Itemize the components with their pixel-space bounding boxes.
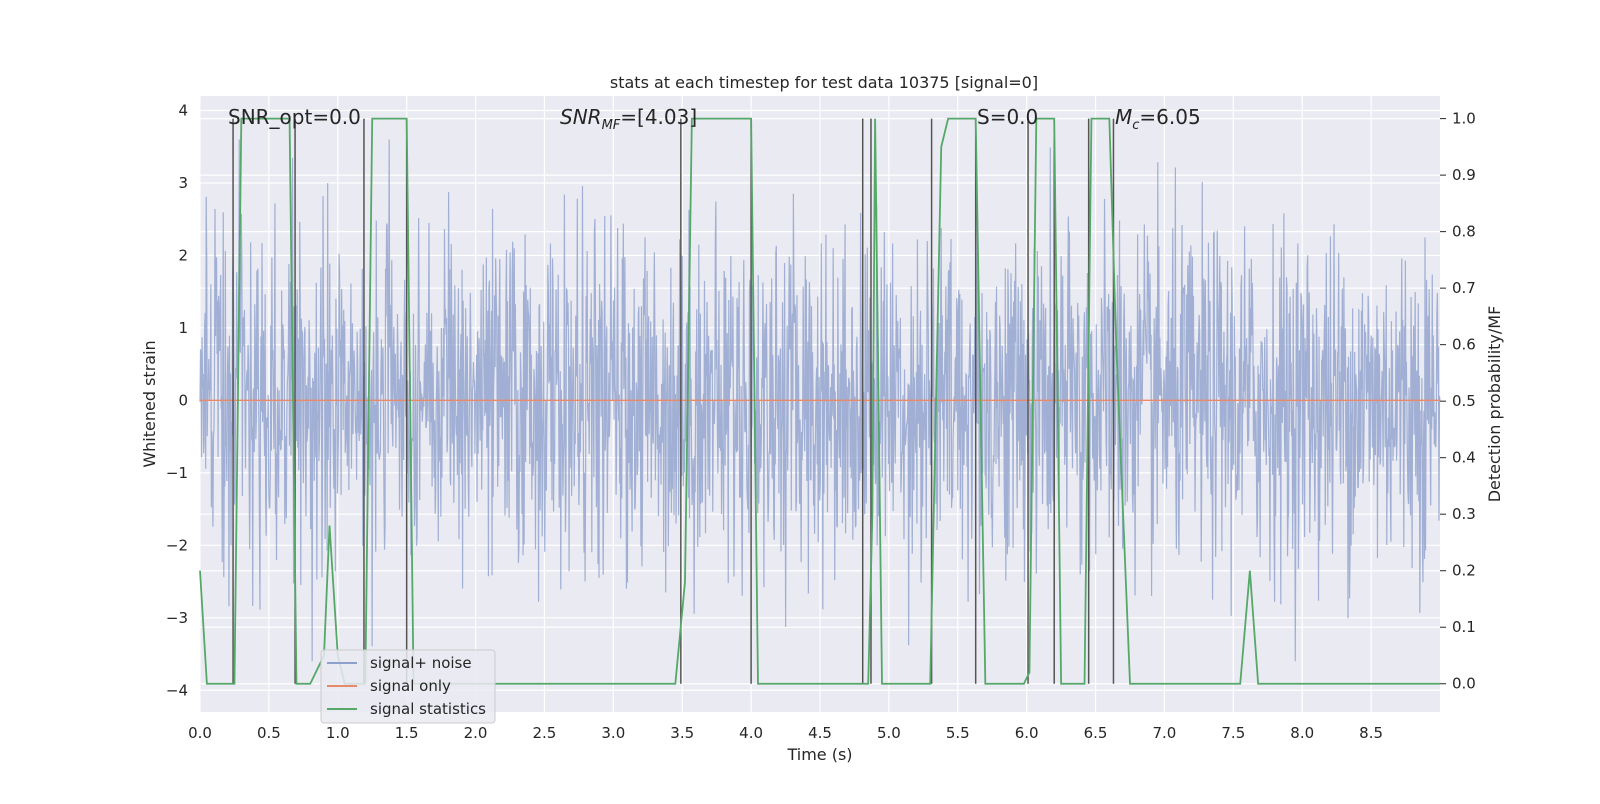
annotation-s: S=0.0 bbox=[977, 105, 1038, 129]
y2-tick-labels: 1.0 0.9 0.8 0.7 0.6 0.5 0.4 0.3 0.2 0.1 0.0 bbox=[1440, 110, 1476, 693]
y-tick-label: 2 bbox=[178, 246, 188, 264]
y2-tick-label: 0.4 bbox=[1452, 449, 1476, 467]
x-tick-labels: 0.0 0.5 1.0 1.5 2.0 2.5 3.0 3.5 4.0 4.5 5.0 5.5 6.0 6… bbox=[188, 724, 1383, 742]
annotation-snr-opt: SNR_opt=0.0 bbox=[228, 105, 361, 129]
x-tick-label: 6.5 bbox=[1084, 724, 1108, 742]
signal-statistics-series bbox=[199, 117, 1440, 685]
legend-label-signal-only: signal only bbox=[370, 677, 451, 695]
signal-statistics-line bbox=[199, 117, 1440, 685]
x-tick-label: 4.5 bbox=[808, 724, 832, 742]
y-tick-label: −2 bbox=[166, 536, 188, 554]
y2-tick-label: 0.6 bbox=[1452, 336, 1476, 354]
x-tick-label: 3.0 bbox=[601, 724, 625, 742]
x-tick-label: 1.0 bbox=[326, 724, 350, 742]
y-axis-label: Whitened strain bbox=[140, 340, 159, 467]
x-axis-label: Time (s) bbox=[786, 745, 852, 764]
x-tick-label: 0.0 bbox=[188, 724, 212, 742]
legend-label-signal-noise: signal+ noise bbox=[370, 654, 472, 672]
chart-title: stats at each timestep for test data 103… bbox=[610, 73, 1038, 92]
y-tick-label: 1 bbox=[178, 319, 188, 337]
y2-tick-label: 0.7 bbox=[1452, 279, 1476, 297]
x-tick-label: 7.5 bbox=[1221, 724, 1245, 742]
x-tick-label: 1.5 bbox=[395, 724, 419, 742]
x-tick-label: 4.0 bbox=[739, 724, 763, 742]
annotation-snr-mf-value: =[4.03] bbox=[620, 105, 697, 129]
y-tick-label: 4 bbox=[178, 101, 188, 119]
y2-tick-label: 0.9 bbox=[1452, 166, 1476, 184]
y-tick-label: −1 bbox=[166, 464, 188, 482]
x-tick-label: 2.5 bbox=[533, 724, 557, 742]
x-tick-label: 3.5 bbox=[670, 724, 694, 742]
y-tick-labels: 4 3 2 1 0 −1 −2 −3 −4 bbox=[166, 101, 188, 699]
y2-tick-label: 0.8 bbox=[1452, 223, 1476, 241]
annotation-snr-mf-base: SNR bbox=[560, 105, 602, 129]
y2-tick-label: 0.1 bbox=[1452, 618, 1476, 636]
annotation-snr-mf: SNRMF=[4.03] bbox=[560, 105, 697, 133]
y2-tick-label: 0.3 bbox=[1452, 505, 1476, 523]
x-tick-label: 8.5 bbox=[1359, 724, 1383, 742]
y2-tick-label: 0.5 bbox=[1452, 392, 1476, 410]
x-tick-label: 7.0 bbox=[1153, 724, 1177, 742]
annotation-mc: Mc=6.05 bbox=[1115, 105, 1201, 133]
y2-axis-label: Detection probability/MF bbox=[1485, 306, 1504, 503]
legend: signal+ noise signal only signal statist… bbox=[320, 649, 496, 724]
annotation-mc-value: =6.05 bbox=[1139, 105, 1200, 129]
x-tick-label: 8.0 bbox=[1290, 724, 1314, 742]
x-tick-label: 0.5 bbox=[257, 724, 281, 742]
annotation-snr-mf-sub: MF bbox=[602, 118, 621, 133]
y2-tick-label: 0.2 bbox=[1452, 562, 1476, 580]
y-tick-label: 0 bbox=[178, 391, 188, 409]
y2-tick-label: 1.0 bbox=[1452, 110, 1476, 128]
x-tick-label: 5.0 bbox=[877, 724, 901, 742]
x-tick-label: 2.0 bbox=[464, 724, 488, 742]
annotation-mc-sub: c bbox=[1132, 118, 1139, 133]
x-tick-label: 5.5 bbox=[946, 724, 970, 742]
annotation-mc-base: M bbox=[1115, 105, 1132, 129]
legend-label-signal-statistics: signal statistics bbox=[370, 700, 486, 718]
y-tick-label: −4 bbox=[166, 681, 188, 699]
y2-tick-label: 0.0 bbox=[1452, 675, 1476, 693]
y-tick-label: 3 bbox=[178, 174, 188, 192]
x-tick-label: 6.0 bbox=[1015, 724, 1039, 742]
legend-box bbox=[320, 649, 496, 724]
y-tick-label: −3 bbox=[166, 609, 188, 627]
